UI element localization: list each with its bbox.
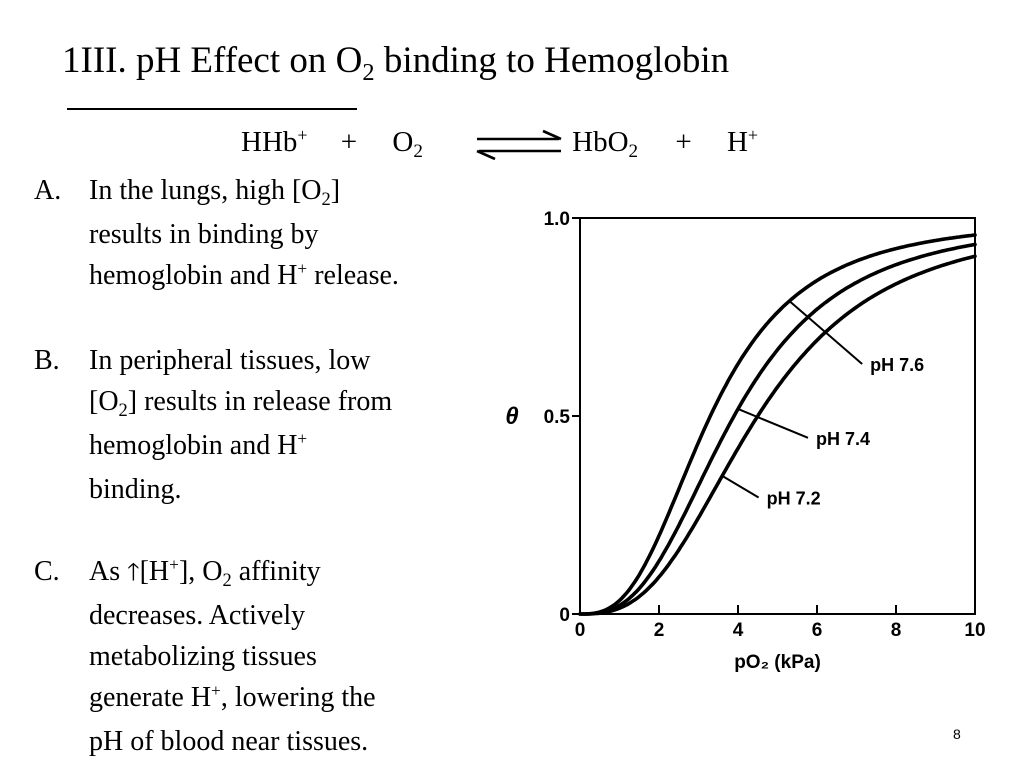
point-c-line-4: generate H+, lowering the bbox=[89, 681, 376, 713]
x-tick-label: 4 bbox=[733, 620, 744, 641]
point-a: A. In the lungs, high [O2] results in bi… bbox=[34, 170, 524, 299]
series-line-pH-7_6 bbox=[578, 233, 977, 616]
point-b: B. In peripheral tissues, low [O2] resul… bbox=[34, 340, 524, 510]
y-tick-label: 1.0 bbox=[544, 209, 570, 230]
x-tick-label: 10 bbox=[964, 620, 985, 641]
chart-labels-group: pH 7.6 pH 7.4 pH 7.2 bbox=[721, 300, 924, 509]
point-b-line-3: hemoglobin and H+ bbox=[89, 429, 308, 461]
point-c-line-1: As 🡑[H+], O2 affinity bbox=[89, 551, 524, 595]
y-axis-label: θ bbox=[505, 403, 518, 430]
series-line-pH-7_2 bbox=[578, 254, 977, 616]
x-axis-label: pO₂ (kPa) bbox=[734, 652, 821, 673]
product-h: H+ bbox=[726, 125, 759, 158]
point-a-line-1: In the lungs, high [O2] bbox=[89, 175, 341, 209]
series-line-pH-7_4 bbox=[578, 242, 977, 616]
series-leader-line bbox=[737, 408, 809, 439]
equilibrium-equation: HHb+ + O2 HbO2 + H+ bbox=[241, 125, 759, 163]
series-leader-line bbox=[721, 475, 760, 499]
bullet-points: A. In the lungs, high [O2] results in bi… bbox=[34, 170, 524, 762]
up-arrow-icon: 🡑 bbox=[127, 558, 140, 586]
point-c: C. As 🡑[H+], O2 affinity decreases. Acti… bbox=[34, 551, 524, 762]
y-tick-label: 0 bbox=[559, 605, 570, 626]
plus-sign-2: + bbox=[675, 126, 692, 158]
plus-sign: + bbox=[340, 126, 358, 158]
equilibrium-arrows-icon bbox=[476, 129, 562, 160]
product-hbo2: HbO2 bbox=[572, 126, 639, 163]
series-leader-line bbox=[788, 300, 863, 365]
chart-series-group bbox=[578, 233, 977, 616]
point-b-line-2: [O2] results in release from bbox=[89, 386, 393, 420]
chart-axes: 0 2 4 6 8 10 0 0.5 1.0 pO₂ (kPa) θ bbox=[505, 209, 985, 673]
point-a-line-3: hemoglobin and H+ release. bbox=[89, 259, 399, 291]
x-tick-label: 8 bbox=[891, 620, 902, 641]
page-number: 8 bbox=[953, 726, 961, 742]
point-c-line-5: pH of blood near tissues. bbox=[89, 726, 369, 757]
point-b-line-4: binding. bbox=[89, 474, 182, 505]
reactant-hhb: HHb+ bbox=[241, 125, 308, 158]
series-label: pH 7.4 bbox=[816, 429, 870, 449]
x-tick-label: 2 bbox=[654, 620, 665, 641]
x-tick-label: 0 bbox=[575, 620, 586, 641]
point-c-line-2: decreases. Actively bbox=[89, 600, 306, 631]
point-a-line-2: results in binding by bbox=[89, 219, 319, 250]
series-label: pH 7.6 bbox=[870, 355, 924, 375]
plot-frame bbox=[579, 217, 976, 615]
y-tick-label: 0.5 bbox=[544, 407, 571, 428]
slide-title: 1III. pH Effect on O2 binding to Hemoglo… bbox=[62, 40, 730, 86]
point-b-line-1: In peripheral tissues, low bbox=[89, 345, 371, 376]
point-letter: A. bbox=[34, 175, 62, 206]
point-letter: C. bbox=[34, 556, 60, 587]
series-label: pH 7.2 bbox=[767, 489, 821, 509]
point-letter: B. bbox=[34, 345, 60, 376]
reactant-o2: O2 bbox=[392, 126, 423, 163]
point-c-line-3: metabolizing tissues bbox=[89, 641, 317, 672]
title-underline bbox=[67, 108, 357, 110]
x-tick-label: 6 bbox=[812, 620, 823, 641]
